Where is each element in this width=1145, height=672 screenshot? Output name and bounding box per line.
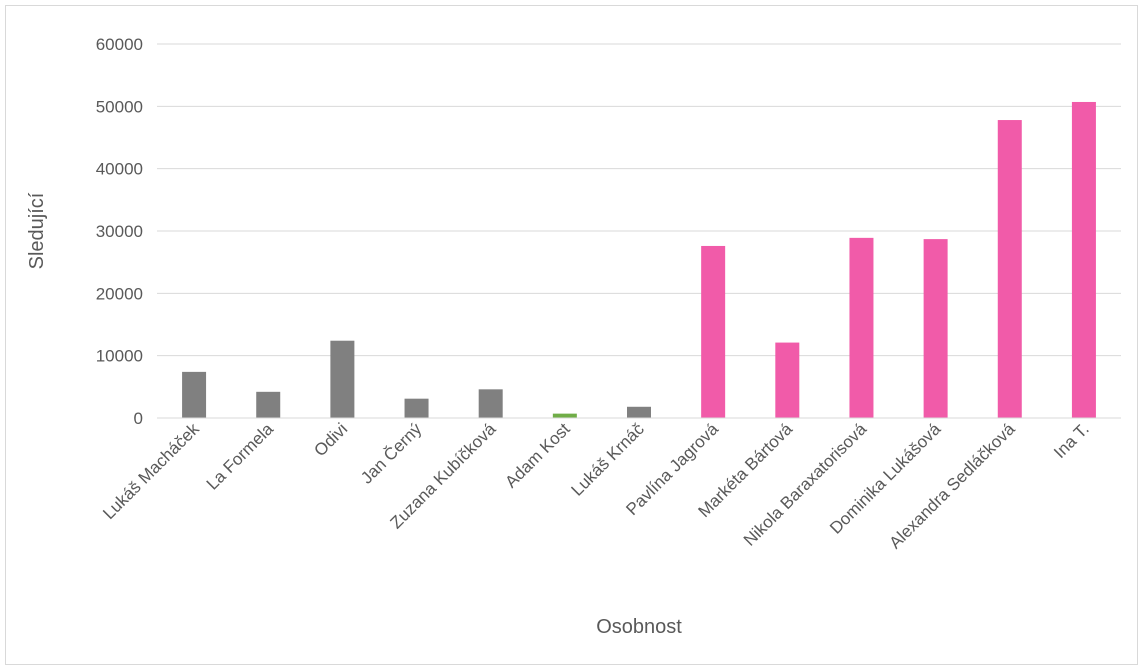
y-axis-ticks: 0 10000 20000 30000 40000 50000 60000 [96, 35, 143, 428]
y-tick-label: 50000 [96, 97, 143, 116]
x-tick-label: Lukáš Macháček [99, 419, 203, 523]
bar [997, 120, 1022, 419]
x-axis-title: Osobnost [596, 616, 682, 638]
x-tick-label: Ina T. [1050, 419, 1093, 462]
x-tick-label: Jan Černý [357, 419, 426, 488]
x-tick-label: Odivi [310, 419, 351, 460]
x-tick-label: Lukáš Krnáč [568, 419, 649, 500]
y-tick-label: 30000 [96, 222, 143, 241]
y-tick-label: 60000 [96, 35, 143, 54]
bar [775, 342, 800, 418]
chart-frame: 0 10000 20000 30000 40000 50000 60000 Lukáš Ma… [5, 5, 1138, 665]
x-tick-label: La Formela [203, 419, 278, 494]
bar [849, 237, 874, 418]
bar [478, 389, 503, 418]
bar [552, 413, 577, 418]
bar [627, 406, 651, 418]
y-tick-label: 20000 [96, 284, 143, 303]
x-tick-label: Alexandra Sedláčková [886, 419, 1019, 552]
bar [256, 391, 281, 418]
y-tick-label: 40000 [96, 160, 143, 179]
x-tick-label: Nikola Baraxatorisová [740, 419, 871, 550]
bar [701, 245, 726, 418]
bar [404, 398, 429, 418]
x-tick-label: Adam Kost [501, 419, 573, 491]
bar-chart: 0 10000 20000 30000 40000 50000 60000 Lukáš Ma… [26, 35, 1121, 638]
bars [182, 101, 1096, 419]
y-tick-label: 0 [134, 409, 143, 428]
bar [923, 239, 948, 418]
gridlines [157, 43, 1121, 357]
bar [182, 371, 207, 418]
bar [1071, 101, 1096, 418]
y-tick-label: 10000 [96, 347, 143, 366]
y-axis-title: Sledující [26, 192, 48, 269]
bar [330, 340, 355, 418]
x-axis-ticks: Lukáš Macháček La Formela Odivi Jan ČernýZu… [99, 419, 1092, 552]
